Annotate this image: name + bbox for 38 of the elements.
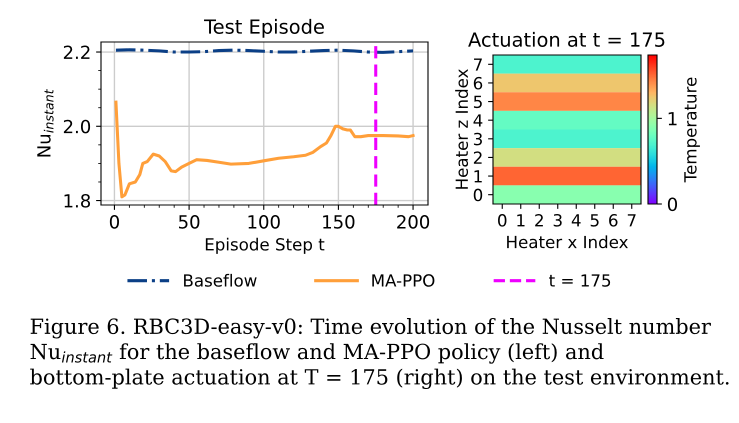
y-axis-title: Nu$_{instant}$ bbox=[37, 88, 54, 156]
x-tick-label: 4 bbox=[572, 214, 581, 226]
x-tick-label: 3 bbox=[554, 214, 562, 227]
y-tick-label: 7 bbox=[474, 58, 482, 71]
y-tick-label: 1.8 bbox=[64, 194, 90, 208]
y-tick-label: 0 bbox=[474, 188, 482, 202]
x-axis-title: Heater x Index bbox=[507, 235, 628, 248]
y-tick-label: 6 bbox=[474, 76, 482, 90]
x-tick-label: 7 bbox=[628, 214, 636, 226]
x-tick-label: 200 bbox=[397, 215, 430, 229]
x-tick-label: 5 bbox=[590, 214, 599, 227]
legend-label: t = 175 bbox=[549, 274, 610, 287]
y-tick-label: 2.0 bbox=[64, 120, 90, 134]
chart-title: Actuation at t = 175 bbox=[468, 32, 664, 47]
color-bar-label: 1 bbox=[668, 112, 677, 126]
chart-title: Test Episode bbox=[204, 18, 324, 38]
color-bar-label: 0 bbox=[668, 197, 678, 212]
x-tick-label: 100 bbox=[248, 215, 280, 229]
x-tick-label: 50 bbox=[179, 215, 200, 229]
y-tick-label: 2.2 bbox=[64, 45, 90, 59]
legend-label: Baseflow bbox=[184, 274, 257, 287]
y-tick-label: 2 bbox=[474, 151, 482, 164]
color-bar-title: Temperature bbox=[684, 78, 700, 182]
caption: Figure 6. RBC3D-easy-v0: Time evolution of the Nusselt number Nu$_{instant}$ for the baseflow and MA-PPO policy (left) and bottom-plate actuation at T = 175 (right) on the test environment. bbox=[30, 318, 729, 390]
line-series bbox=[114, 100, 415, 198]
x-tick-label: 2 bbox=[535, 214, 543, 226]
x-tick-label: 1 bbox=[517, 214, 525, 226]
x-tick-label: 6 bbox=[609, 214, 618, 227]
y-tick-label: 3 bbox=[474, 132, 482, 146]
y-tick-label: 1 bbox=[474, 170, 482, 182]
x-tick-label: 150 bbox=[323, 215, 354, 229]
y-axis-title: Heater z Index bbox=[455, 69, 468, 189]
y-tick-label: 5 bbox=[474, 96, 482, 108]
y-tick-label: 4 bbox=[473, 114, 482, 127]
x-tick-label: 0 bbox=[498, 214, 506, 227]
x-axis-title: Episode Step t bbox=[206, 238, 324, 254]
x-tick-label: 0 bbox=[110, 215, 119, 229]
legend-label: MA-PPO bbox=[372, 274, 434, 287]
